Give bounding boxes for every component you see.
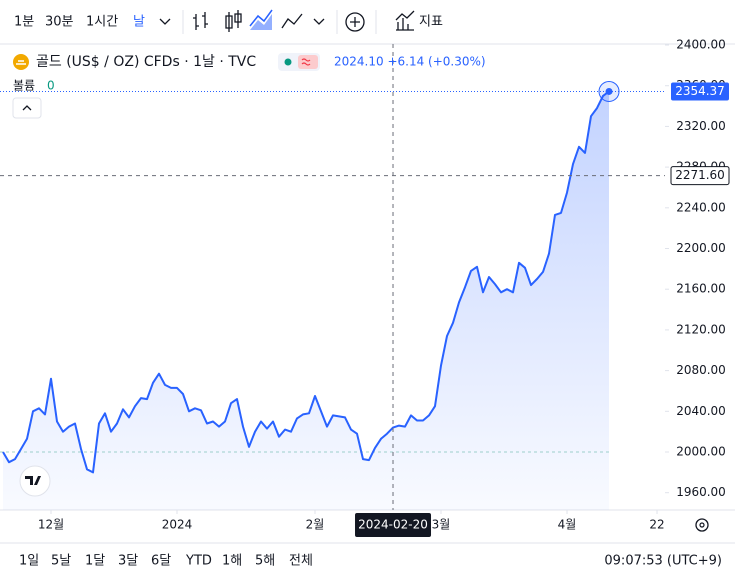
- market-open-dot: [284, 58, 292, 66]
- last-price-label: 2354.37: [675, 84, 725, 98]
- x-tick-label: 2024: [162, 518, 193, 532]
- x-tick-label: 22: [649, 518, 664, 532]
- crosshair-y-badge: [670, 166, 730, 186]
- y-tick-label: 1960.00: [676, 485, 726, 499]
- range-button[interactable]: 1해: [222, 554, 242, 569]
- y-tick-label: 2080.00: [676, 363, 726, 377]
- range-bar: 1일 5날 1달 3달 6달 YTD 1해 5해 전체: [19, 554, 313, 569]
- logo-mark: [25, 476, 41, 485]
- toolbar: 1분 30분 1시간 날 지표: [0, 9, 735, 45]
- logo[interactable]: [19, 465, 51, 497]
- x-tick-label: 2월: [306, 518, 325, 532]
- y-tick-label: 2400.00: [676, 38, 726, 52]
- dropdown-icon[interactable]: [313, 18, 325, 25]
- plot: 1960.00 2000.00 2040.00 2080.00 2120.00 2160.…: [0, 38, 735, 537]
- last-price-badge: [671, 82, 729, 101]
- symbol-icon-mark: [16, 60, 26, 65]
- x-tick-label: 3월: [432, 518, 451, 532]
- candles-icon[interactable]: [225, 10, 242, 32]
- delayed-icon: [301, 58, 311, 66]
- price-line: [2, 90, 610, 474]
- interval-button[interactable]: 날: [133, 15, 145, 30]
- x-tick-label: 12월: [38, 518, 64, 532]
- y-tick-label: 2040.00: [676, 404, 726, 418]
- x-tick-label: 4월: [558, 518, 577, 532]
- y-tick-label: 2120.00: [676, 322, 726, 336]
- range-button[interactable]: YTD: [185, 554, 212, 569]
- quote: 2024.10 +6.14 (+0.30%): [334, 55, 486, 69]
- delayed-badge: [298, 55, 318, 69]
- interval-button[interactable]: 1분: [14, 15, 34, 30]
- area-icon[interactable]: [250, 14, 272, 30]
- y-tick-label: 2240.00: [676, 200, 726, 214]
- collapse-button[interactable]: [12, 97, 42, 119]
- compare-plus: [350, 17, 360, 27]
- y-tick-label: 2200.00: [676, 241, 726, 255]
- range-button[interactable]: 1일: [19, 554, 39, 569]
- crosshair-x-label: 2024-02-20: [358, 518, 428, 532]
- interval-button[interactable]: 30분: [45, 15, 74, 30]
- settings-icon-center: [699, 522, 705, 528]
- area-fill: [3, 91, 610, 511]
- range-button[interactable]: 6달: [151, 554, 171, 569]
- y-tick-label: 2320.00: [676, 119, 726, 133]
- crosshair-y-label: 2271.60: [675, 168, 725, 182]
- range-button[interactable]: 5날: [51, 554, 71, 569]
- symbol-icon: [13, 54, 29, 70]
- volume-label: 볼륨: [13, 79, 35, 93]
- crosshair-x-badge: [355, 513, 432, 537]
- indicators-icon[interactable]: [395, 10, 415, 31]
- volume-value: 0: [47, 79, 55, 93]
- range-button[interactable]: 5해: [255, 554, 275, 569]
- indicators-button[interactable]: 지표: [419, 15, 443, 30]
- y-tick-label: 2160.00: [676, 282, 726, 296]
- range-button[interactable]: 3달: [118, 554, 138, 569]
- clock: 09:07:53 (UTC+9): [604, 554, 722, 569]
- interval-button[interactable]: 1시간: [86, 15, 118, 30]
- symbol-title: 골드 (US$ / OZ) CFDs · 1날 · TVC: [36, 54, 256, 70]
- compare-icon[interactable]: [345, 12, 365, 32]
- collapse-icon: [22, 105, 32, 111]
- area-icon-line: [249, 9, 273, 27]
- range-button[interactable]: 전체: [289, 554, 313, 569]
- bars-icon[interactable]: [193, 12, 208, 30]
- settings-icon[interactable]: [695, 518, 709, 532]
- range-button[interactable]: 1달: [85, 554, 105, 569]
- dropdown-icon[interactable]: [159, 18, 171, 25]
- line-icon[interactable]: [281, 13, 303, 29]
- legend: 골드 (US$ / OZ) CFDs · 1날 · TVC 2024.10 +6…: [12, 53, 486, 119]
- y-tick-label: 2000.00: [676, 445, 726, 459]
